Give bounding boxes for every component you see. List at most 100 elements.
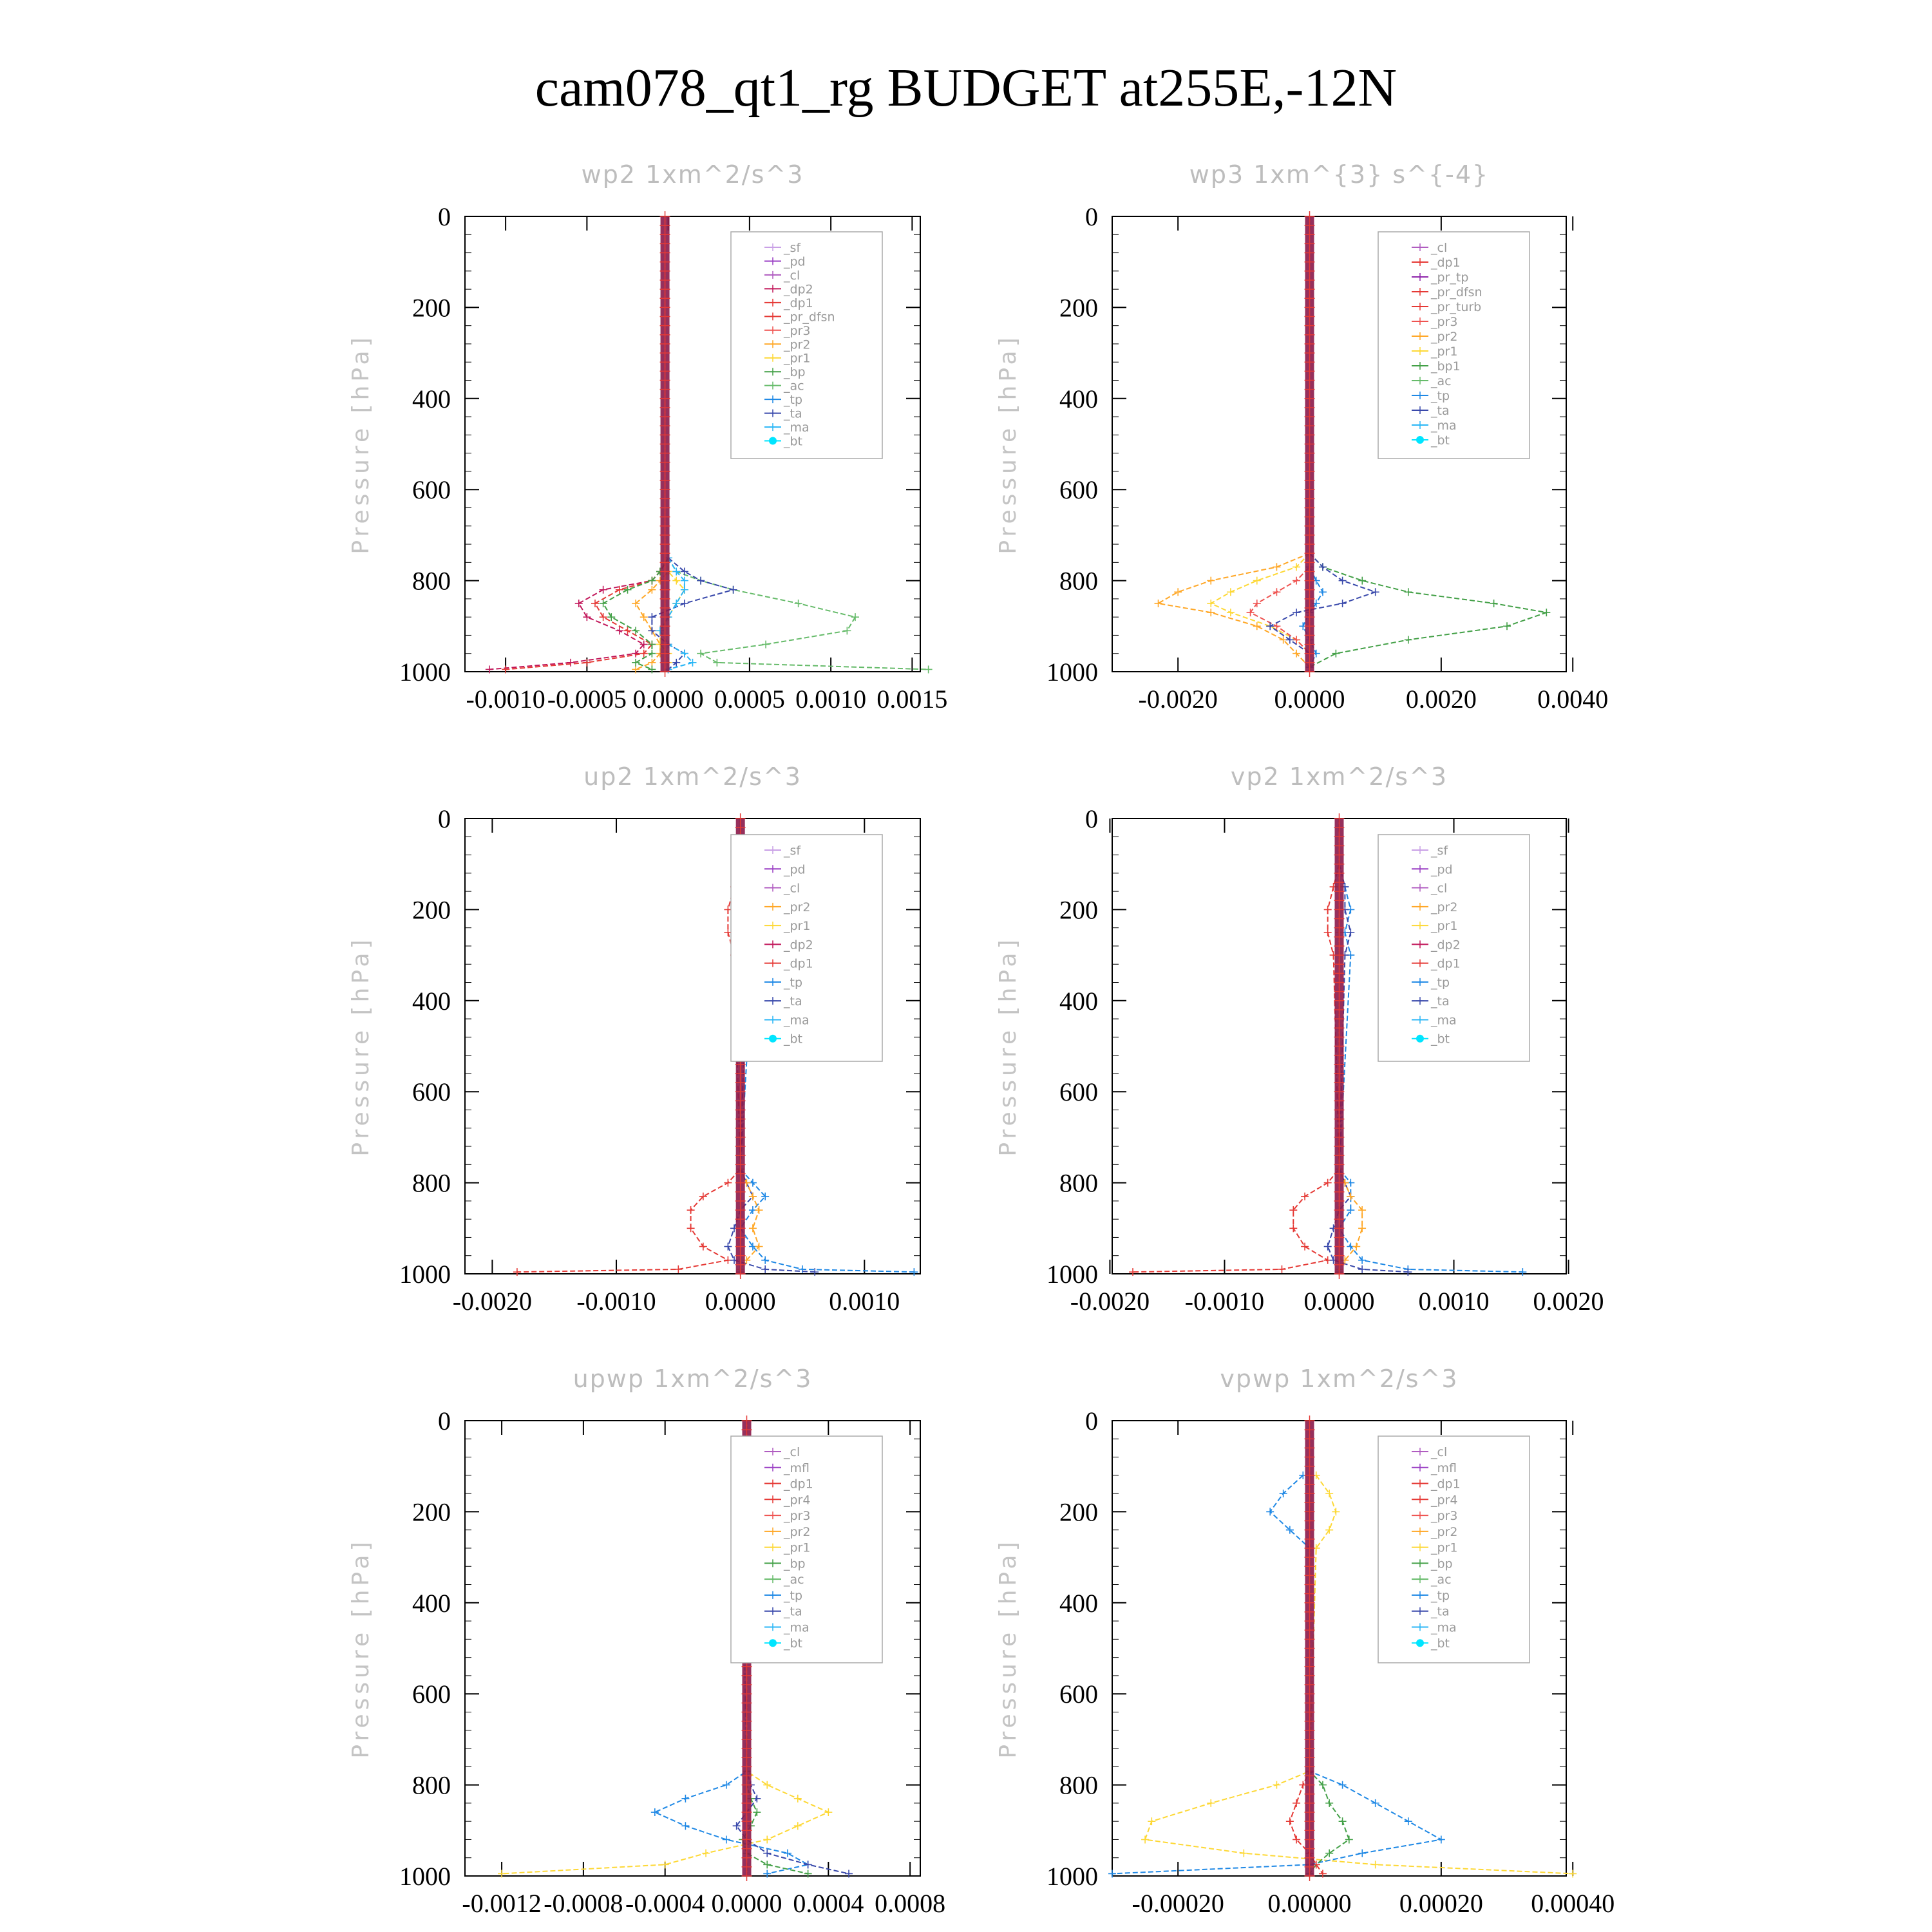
series-point_ta bbox=[1358, 1265, 1367, 1273]
budget-marker bbox=[659, 439, 670, 450]
budget-marker bbox=[741, 1670, 752, 1681]
series-point_tp bbox=[1285, 1526, 1294, 1534]
y-tick-label: 600 bbox=[1059, 475, 1098, 504]
series-point_pr2 bbox=[632, 665, 640, 674]
series-point_dp1 bbox=[1293, 1799, 1301, 1807]
series-point_pr2 bbox=[1352, 1242, 1361, 1251]
legend-marker_ta bbox=[1416, 1607, 1424, 1615]
legend-label_dp1: _dp1 bbox=[783, 296, 813, 310]
series-point_dp1 bbox=[1301, 1242, 1309, 1251]
y-tick-label: 1000 bbox=[1046, 1260, 1098, 1289]
series-point_ta bbox=[672, 658, 681, 667]
legend-marker_dp1 bbox=[1416, 258, 1424, 266]
budget-marker bbox=[1334, 968, 1345, 979]
x-tick-label: 0.0000 bbox=[1274, 685, 1345, 714]
series-point_ta bbox=[1347, 928, 1355, 936]
budget-marker bbox=[741, 1716, 752, 1727]
legend-label_sf: _sf bbox=[783, 241, 801, 255]
budget-marker bbox=[1334, 1095, 1345, 1106]
series-point_dp2 bbox=[615, 627, 623, 635]
x-tick-label: -0.0020 bbox=[1139, 685, 1218, 714]
legend-label_mfl: _mfl bbox=[783, 1461, 810, 1475]
budget-marker bbox=[1334, 977, 1345, 988]
y-tick-label: 400 bbox=[1059, 384, 1098, 413]
budget-marker bbox=[1304, 603, 1315, 614]
series-point_tp bbox=[722, 1781, 730, 1789]
budget-marker bbox=[1334, 1250, 1345, 1261]
budget-marker bbox=[1304, 575, 1315, 586]
series-point_tp bbox=[1338, 1781, 1347, 1789]
x-tick-label: 0.00040 bbox=[1531, 1889, 1615, 1918]
budget-marker bbox=[1334, 1241, 1345, 1252]
budget-marker bbox=[1304, 1506, 1315, 1517]
budget-marker bbox=[1334, 986, 1345, 997]
budget-marker bbox=[1304, 1770, 1315, 1781]
y-tick-label: 200 bbox=[412, 895, 451, 924]
budget-marker bbox=[741, 1761, 752, 1772]
series-point_bp bbox=[753, 1808, 761, 1817]
budget-marker bbox=[1334, 895, 1345, 906]
budget-marker bbox=[1304, 1643, 1315, 1654]
legend-label_dp1: _dp1 bbox=[1430, 957, 1461, 971]
x-tick-label: 0.0000 bbox=[1304, 1287, 1375, 1316]
budget-marker bbox=[1334, 886, 1345, 897]
legend-label_pr2: _pr2 bbox=[1430, 330, 1457, 344]
budget-marker bbox=[735, 1195, 746, 1206]
series-point_pr2 bbox=[748, 1192, 757, 1200]
legend-label_ac: _ac bbox=[783, 379, 804, 393]
series-point_bp bbox=[607, 613, 616, 621]
y-tick-label: 0 bbox=[438, 1406, 451, 1435]
y-tick-label: 0 bbox=[1085, 804, 1098, 833]
legend-marker_dp1 bbox=[769, 1479, 777, 1488]
budget-marker bbox=[741, 1689, 752, 1700]
series-point_tp bbox=[1371, 1799, 1379, 1807]
series-point_tp bbox=[1437, 1835, 1445, 1844]
budget-marker bbox=[735, 1095, 746, 1106]
legend-marker_bp1 bbox=[1416, 362, 1424, 370]
budget-marker bbox=[1304, 639, 1315, 650]
series-point_pr3 bbox=[1253, 599, 1261, 607]
budget-marker bbox=[1304, 1515, 1315, 1526]
legend-marker_pr_dfsn bbox=[769, 312, 777, 321]
series-point_bp bbox=[648, 576, 656, 585]
budget-marker bbox=[1304, 1652, 1315, 1663]
series-point_pr1 bbox=[498, 1870, 506, 1878]
series-point_pr2 bbox=[632, 599, 640, 607]
budget-marker bbox=[1304, 484, 1315, 495]
series-point_tp bbox=[681, 1822, 690, 1830]
budget-marker bbox=[1304, 493, 1315, 504]
series-point_pr1 bbox=[1293, 563, 1301, 571]
budget-marker bbox=[659, 229, 670, 240]
panel-vp2: vp2 1xm^2/s^3 Pressure [hPa] 0 200 400 600 800… bbox=[995, 762, 1604, 1316]
legend-marker_tp bbox=[1416, 978, 1424, 986]
series-point_ta bbox=[761, 1265, 770, 1273]
legend-marker_mfl bbox=[1416, 1463, 1424, 1472]
series-line_dp1 bbox=[1133, 864, 1340, 1273]
legend-label_ma: _ma bbox=[1430, 1620, 1457, 1634]
y-tick-label: 600 bbox=[1059, 1680, 1098, 1709]
budget-marker bbox=[1304, 657, 1315, 668]
series-point_dp1 bbox=[591, 599, 599, 607]
legend-label_pr2: _pr2 bbox=[1430, 900, 1457, 914]
budget-marker bbox=[741, 1807, 752, 1818]
budget-marker bbox=[1304, 1788, 1315, 1799]
series-point_tp bbox=[1347, 1206, 1355, 1215]
budget-marker bbox=[735, 1223, 746, 1234]
series-point_ta bbox=[724, 1242, 732, 1251]
legend-marker_pr1 bbox=[769, 354, 777, 362]
budget-marker bbox=[735, 1077, 746, 1088]
budget-marker bbox=[735, 1141, 746, 1152]
budget-marker bbox=[659, 603, 670, 614]
legend-marker_bp bbox=[769, 1559, 777, 1567]
budget-marker bbox=[1334, 1086, 1345, 1097]
series-point_dp2 bbox=[583, 613, 591, 621]
series-point_dp1 bbox=[687, 1224, 695, 1233]
series-line_tp bbox=[1338, 864, 1523, 1273]
series-point_bp1 bbox=[1503, 622, 1511, 630]
series-point_bp bbox=[1318, 1781, 1327, 1789]
budget-marker bbox=[659, 302, 670, 313]
legend-label_pr1: _pr1 bbox=[783, 919, 810, 933]
series-point_ta bbox=[1293, 609, 1301, 617]
y-tick-label: 800 bbox=[412, 1771, 451, 1800]
series-point_ac bbox=[794, 599, 802, 607]
